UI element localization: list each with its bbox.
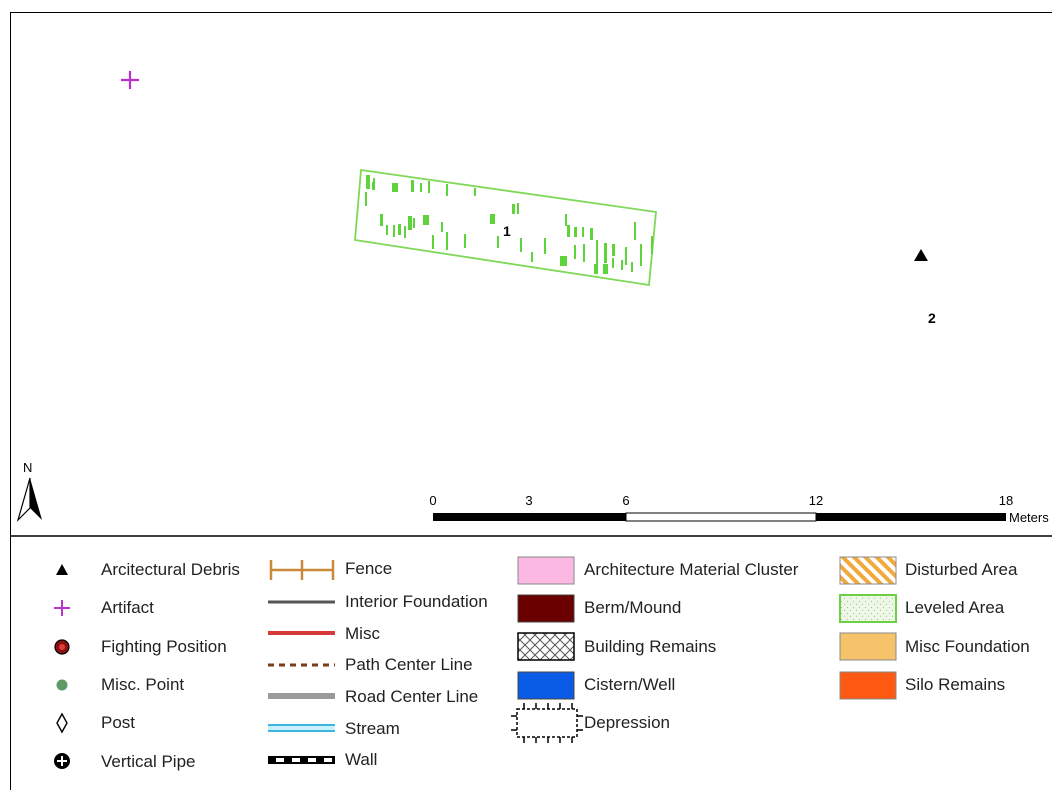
architectural-debris-marker[interactable]: [914, 249, 928, 261]
map-frame: [10, 12, 1052, 790]
legend-label-interior-foundation: Interior Foundation: [345, 592, 488, 611]
feature-label-2: 2: [928, 310, 936, 326]
scale-tick-label: 18: [999, 493, 1013, 508]
legend-label-depression: Depression: [584, 713, 670, 732]
diamond-icon: [56, 712, 68, 734]
dot-icon: [56, 679, 68, 691]
leveled-area-feature-1[interactable]: [354, 168, 657, 287]
double-line-icon: [268, 724, 335, 732]
legend-point-symbols: [54, 564, 70, 769]
scale-tick-label: 6: [622, 493, 629, 508]
legend-area-symbols: [511, 556, 897, 743]
legend-label-berm-mound: Berm/Mound: [584, 598, 682, 617]
legend-label-cistern-well: Cistern/Well: [584, 675, 676, 694]
legend-label-architecture-material-cluster: Architecture Material Cluster: [584, 560, 799, 579]
north-label: N: [23, 460, 32, 475]
artifact-marker[interactable]: [121, 71, 139, 89]
checkered-line-icon: [268, 756, 335, 764]
plus-circle-icon: [54, 753, 70, 769]
legend-label-fighting-position: Fighting Position: [101, 637, 227, 656]
legend-line-symbols: [268, 560, 335, 764]
legend-label-fence: Fence: [345, 559, 393, 578]
ticked-outline-icon: [511, 703, 583, 743]
scale-unit-label: Meters: [1009, 510, 1049, 525]
scale-bar: [433, 512, 1006, 522]
legend-label-silo-remains: Silo Remains: [905, 675, 1006, 694]
legend-label-building-remains: Building Remains: [584, 637, 717, 656]
target-icon: [54, 639, 70, 655]
scale-tick-label: 0: [429, 493, 436, 508]
north-arrow-icon: [16, 477, 42, 523]
legend-label-misc-foundation: Misc Foundation: [905, 637, 1030, 656]
legend-label-leveled-area: Leveled Area: [905, 598, 1005, 617]
cross-icon: [54, 600, 70, 616]
legend-label-misc: Misc: [345, 624, 380, 643]
legend-label-artifact: Artifact: [101, 598, 154, 617]
legend-label-path-center-line: Path Center Line: [345, 655, 473, 674]
legend-label-vertical-pipe: Vertical Pipe: [101, 752, 196, 771]
legend-label-misc-point: Misc. Point: [101, 675, 185, 694]
fence-icon: [269, 560, 335, 580]
legend-label-wall: Wall: [345, 750, 378, 769]
scale-tick-label: 3: [525, 493, 532, 508]
legend-label-post: Post: [101, 713, 136, 732]
legend-label-disturbed-area: Disturbed Area: [905, 560, 1018, 579]
feature-label-1: 1: [503, 223, 511, 239]
scale-tick-label: 12: [809, 493, 823, 508]
legend-label-architectural-debris: Arcitectural Debris: [101, 560, 240, 579]
legend-label-road-center-line: Road Center Line: [345, 687, 479, 706]
triangle-icon: [56, 564, 68, 575]
legend-label-stream: Stream: [345, 719, 400, 738]
